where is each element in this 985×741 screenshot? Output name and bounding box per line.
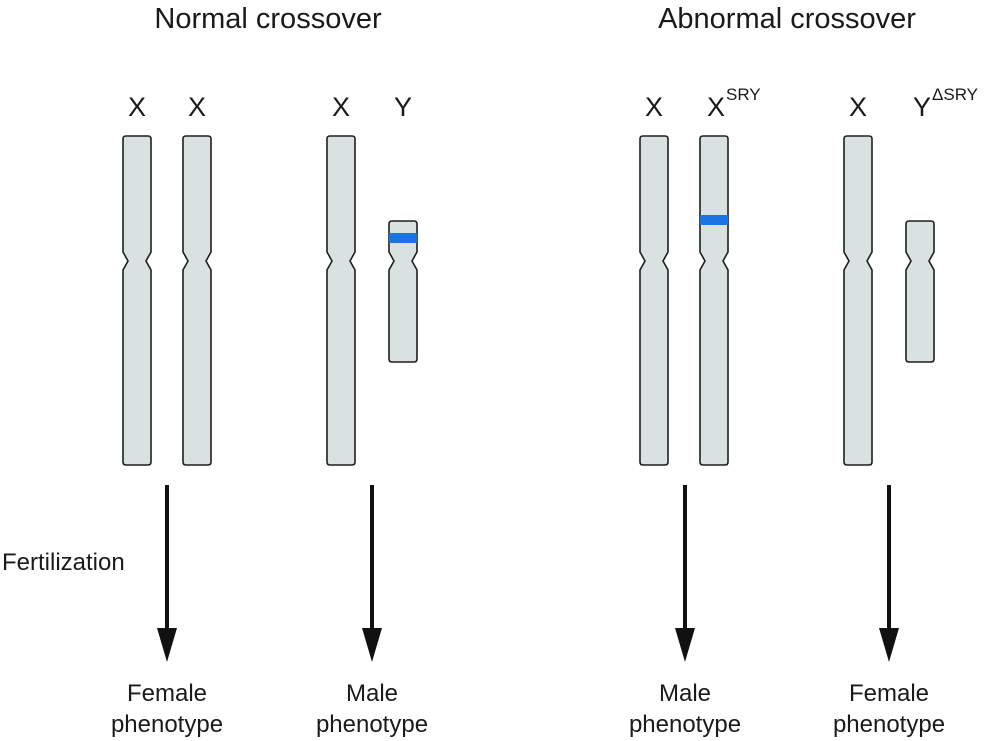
group-normal-male: X Y Male phenotype — [316, 92, 428, 738]
chromosome-label-x: X — [332, 92, 350, 122]
outcome-line-1: Female — [849, 680, 929, 707]
chromosome-label-y: Y — [394, 92, 412, 122]
sry-band — [389, 233, 417, 243]
heading-normal-crossover: Normal crossover — [154, 3, 382, 35]
y-chromosome-delta-sry — [905, 220, 935, 363]
heading-abnormal-crossover: Abnormal crossover — [658, 3, 916, 35]
outcome-line-2: phenotype — [316, 711, 428, 738]
chromosome-label-x: X — [188, 92, 206, 122]
group-normal-female: X X Female phenotype — [111, 92, 223, 738]
y-chromosome — [388, 220, 418, 363]
x-chromosome — [182, 135, 212, 466]
outcome-line-2: phenotype — [111, 711, 223, 738]
group-abnormal-female: X Y ΔSRY Female phenotype — [833, 85, 978, 738]
chromosome-label-x-sry: X — [707, 92, 725, 122]
x-chromosome — [122, 135, 152, 466]
arrow-head — [879, 628, 899, 662]
outcome-line-1: Male — [659, 680, 711, 707]
chromosome-label-y-delta-sry: Y — [913, 92, 931, 122]
x-chromosome-sry — [699, 135, 729, 466]
arrow-head — [362, 628, 382, 662]
outcome-line-1: Male — [346, 680, 398, 707]
fertilization-label: Fertilization — [2, 549, 125, 576]
arrow-head — [675, 628, 695, 662]
sry-band — [700, 215, 728, 225]
chromosome-label-x: X — [128, 92, 146, 122]
outcome-line-1: Female — [127, 680, 207, 707]
chromosome-label-x: X — [645, 92, 663, 122]
superscript-sry: SRY — [726, 85, 761, 104]
group-abnormal-male: X X SRY Male phenotype — [629, 85, 761, 738]
x-chromosome — [326, 135, 356, 466]
superscript-delta-sry: ΔSRY — [932, 85, 978, 104]
outcome-line-2: phenotype — [833, 711, 945, 738]
arrow-head — [157, 628, 177, 662]
outcome-line-2: phenotype — [629, 711, 741, 738]
x-chromosome — [843, 135, 873, 466]
chromosome-label-x: X — [849, 92, 867, 122]
x-chromosome — [639, 135, 669, 466]
